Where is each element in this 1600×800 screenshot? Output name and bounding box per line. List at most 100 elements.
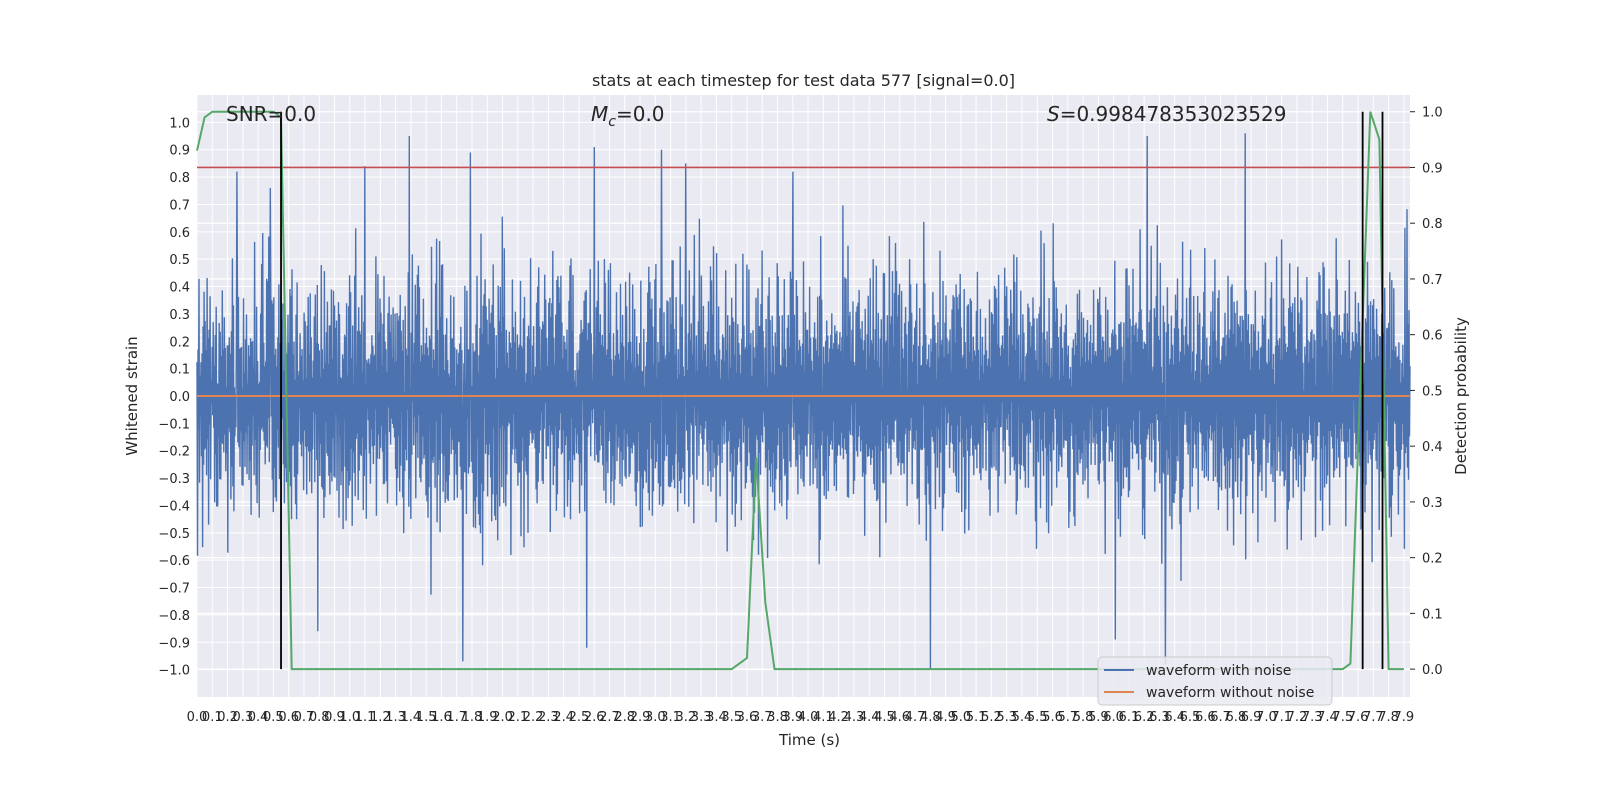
x-tick-label: 3.5: [721, 710, 742, 725]
y-tick-label: 0.0: [169, 390, 190, 405]
x-tick-label: 5.8: [1073, 710, 1094, 725]
y-tick-label: −0.1: [158, 417, 190, 432]
y-tick-label: −0.8: [158, 609, 190, 624]
x-tick-label: 6.0: [1103, 710, 1124, 725]
x-tick-label: 3.0: [645, 710, 666, 725]
x-tick-label: 5.7: [1057, 710, 1078, 725]
y-tick-label: −0.5: [158, 527, 190, 542]
x-tick-label: 3.7: [752, 710, 773, 725]
x-tick-label: 0.2: [217, 710, 238, 725]
noise-series-line: [196, 133, 1411, 670]
annotations: SNR=0.0 Mc=0.0 S=0.998478353023529: [226, 102, 1286, 130]
x-tick-label: 7.1: [1271, 710, 1292, 725]
x-tick-label: 4.7: [905, 710, 926, 725]
x-tick-label: 0.9: [324, 710, 345, 725]
annotation-math: S: [1047, 102, 1060, 126]
x-tick-label: 4.2: [828, 710, 849, 725]
x-tick-label: 1.3: [385, 710, 406, 725]
x-tick-label: 0.4: [248, 710, 269, 725]
x-tick-label: 3.8: [767, 710, 788, 725]
lines-layer: [196, 110, 1410, 671]
x-tick-label: 6.6: [1195, 710, 1216, 725]
x-tick-label: 3.2: [676, 710, 697, 725]
x-tick-label: 4.0: [798, 710, 819, 725]
y2-axis-label: Detection probability: [1452, 317, 1470, 475]
x-tick-label: 2.9: [630, 710, 651, 725]
annotation-text: S=0.998478353023529: [1047, 102, 1286, 126]
annotation-rest: =0.0: [616, 102, 665, 126]
y-tick-label: 0.8: [169, 171, 190, 186]
y-tick-label: 0.3: [169, 308, 190, 323]
x-tick-label: 0.1: [202, 710, 223, 725]
x-tick-label: 6.5: [1180, 710, 1201, 725]
x-tick-label: 3.4: [706, 710, 727, 725]
x-tick-label: 1.0: [339, 710, 360, 725]
x-tick-label: 0.7: [294, 710, 315, 725]
y-tick-label: −0.4: [158, 499, 190, 514]
y-tick-label: 0.2: [169, 335, 190, 350]
x-tick-label: 3.3: [691, 710, 712, 725]
x-tick-label: 2.7: [599, 710, 620, 725]
legend-box: [1097, 656, 1333, 706]
x-tick-label: 7.8: [1378, 710, 1399, 725]
y-tick-label: −1.0: [158, 664, 190, 679]
x-tick-label: 7.9: [1394, 710, 1415, 725]
x-tick-label: 2.4: [553, 710, 574, 725]
x-tick-label: 2.2: [523, 710, 544, 725]
x-tick-label: 0.0: [187, 710, 208, 725]
x-tick-label: 7.0: [1256, 710, 1277, 725]
y-tick-label: −0.7: [158, 582, 190, 597]
x-tick-label: 6.4: [1164, 710, 1185, 725]
x-tick-label: 1.9: [477, 710, 498, 725]
y2-tick-label: 0.3: [1422, 496, 1443, 511]
y-tick-label: 1.0: [169, 116, 190, 131]
y-tick-label: 0.1: [169, 363, 190, 378]
x-tick-label: 5.3: [996, 710, 1017, 725]
y-tick-label: 0.4: [169, 281, 190, 296]
y-tick-label: 0.6: [169, 226, 190, 241]
x-tick-label: 5.1: [966, 710, 987, 725]
y-tick-label: −0.2: [158, 445, 190, 460]
y-tick-label: −0.6: [158, 554, 190, 569]
x-tick-label: 0.6: [278, 710, 299, 725]
x-tick-label: 4.1: [813, 710, 834, 725]
y-tick-label: −0.9: [158, 636, 190, 651]
x-tick-label: 6.3: [1149, 710, 1170, 725]
x-tick-label: 2.8: [614, 710, 635, 725]
y-tick-label: 0.7: [169, 198, 190, 213]
x-tick-label: 5.4: [1012, 710, 1033, 725]
x-tick-label: 1.1: [355, 710, 376, 725]
x-tick-label: 2.1: [507, 710, 528, 725]
x-tick-label: 4.5: [874, 710, 895, 725]
x-tick-label: 5.2: [981, 710, 1002, 725]
x-tick-label: 4.3: [844, 710, 865, 725]
tick-labels: 0.00.10.20.30.40.50.60.70.80.91.01.11.21…: [158, 106, 1442, 725]
annotation-math: M: [591, 102, 608, 126]
detection-probability-line: [196, 110, 1404, 671]
x-tick-label: 6.7: [1210, 710, 1231, 725]
legend-label: waveform without noise: [1146, 685, 1314, 701]
x-tick-label: 0.8: [309, 710, 330, 725]
x-tick-label: 4.4: [859, 710, 880, 725]
x-tick-label: 7.6: [1348, 710, 1369, 725]
x-tick-label: 3.6: [737, 710, 758, 725]
y2-tick-label: 0.9: [1422, 161, 1443, 176]
legend-label: waveform with noise: [1146, 663, 1291, 679]
x-tick-label: 1.5: [416, 710, 437, 725]
y2-tick-label: 0.2: [1422, 552, 1443, 567]
x-tick-label: 1.7: [446, 710, 467, 725]
y2-tick-label: 0.0: [1422, 663, 1443, 678]
y2-tick-label: 0.7: [1422, 273, 1443, 288]
x-axis-label: Time (s): [778, 731, 840, 749]
x-tick-label: 4.8: [920, 710, 941, 725]
x-tick-label: 4.9: [935, 710, 956, 725]
y2-tick-label: 0.1: [1422, 607, 1443, 622]
y-tick-label: −0.3: [158, 472, 190, 487]
y2-tick-label: 1.0: [1422, 106, 1443, 121]
annotation-text: Mc=0.0: [591, 102, 665, 130]
x-tick-label: 0.3: [232, 710, 253, 725]
x-tick-label: 6.9: [1241, 710, 1262, 725]
y2-tick-label: 0.4: [1422, 440, 1443, 455]
x-tick-label: 5.6: [1042, 710, 1063, 725]
